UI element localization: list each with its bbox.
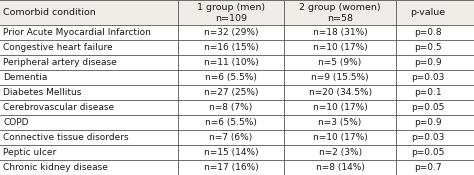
- Text: COPD: COPD: [3, 118, 29, 127]
- Text: p=0.9: p=0.9: [414, 58, 442, 67]
- Text: Prior Acute Myocardial Infarction: Prior Acute Myocardial Infarction: [3, 28, 151, 37]
- Text: p=0.5: p=0.5: [414, 43, 442, 52]
- Text: n=6 (5.5%): n=6 (5.5%): [205, 118, 257, 127]
- Text: p=0.9: p=0.9: [414, 118, 442, 127]
- Bar: [0, 100, 474, 115]
- Text: n=27 (25%): n=27 (25%): [204, 88, 258, 97]
- Text: 1 group (men)
n=109: 1 group (men) n=109: [197, 3, 265, 23]
- Text: 2 group (women)
n=58: 2 group (women) n=58: [299, 3, 381, 23]
- Text: n=8 (14%): n=8 (14%): [316, 163, 365, 172]
- Text: n=5 (9%): n=5 (9%): [319, 58, 362, 67]
- Bar: [0, 70, 474, 85]
- Text: p=0.8: p=0.8: [414, 28, 442, 37]
- Text: Comorbid condition: Comorbid condition: [3, 8, 96, 17]
- Text: n=20 (34.5%): n=20 (34.5%): [309, 88, 372, 97]
- Text: n=9 (15.5%): n=9 (15.5%): [311, 73, 369, 82]
- Bar: [0, 55, 474, 70]
- Bar: [0, 25, 474, 40]
- Text: n=2 (3%): n=2 (3%): [319, 148, 362, 157]
- Text: n=7 (6%): n=7 (6%): [210, 133, 253, 142]
- Text: p=0.03: p=0.03: [411, 73, 445, 82]
- Text: n=10 (17%): n=10 (17%): [313, 133, 367, 142]
- Bar: [0, 115, 474, 130]
- Bar: [0, 0, 474, 25]
- Text: Diabetes Mellitus: Diabetes Mellitus: [3, 88, 82, 97]
- Text: Congestive heart failure: Congestive heart failure: [3, 43, 113, 52]
- Text: p-value: p-value: [410, 8, 446, 17]
- Text: p=0.05: p=0.05: [411, 148, 445, 157]
- Text: p=0.05: p=0.05: [411, 103, 445, 112]
- Text: p=0.7: p=0.7: [414, 163, 442, 172]
- Text: Chronic kidney disease: Chronic kidney disease: [3, 163, 108, 172]
- Text: Peripheral artery disease: Peripheral artery disease: [3, 58, 117, 67]
- Text: n=17 (16%): n=17 (16%): [204, 163, 258, 172]
- Text: n=3 (5%): n=3 (5%): [319, 118, 362, 127]
- Text: n=15 (14%): n=15 (14%): [204, 148, 258, 157]
- Text: Cerebrovascular disease: Cerebrovascular disease: [3, 103, 114, 112]
- Text: Connective tissue disorders: Connective tissue disorders: [3, 133, 129, 142]
- Bar: [0, 130, 474, 145]
- Bar: [0, 85, 474, 100]
- Text: n=8 (7%): n=8 (7%): [210, 103, 253, 112]
- Bar: [0, 145, 474, 160]
- Text: p=0.03: p=0.03: [411, 133, 445, 142]
- Text: n=11 (10%): n=11 (10%): [204, 58, 258, 67]
- Bar: [0, 40, 474, 55]
- Text: p=0.1: p=0.1: [414, 88, 442, 97]
- Text: Peptic ulcer: Peptic ulcer: [3, 148, 56, 157]
- Text: n=16 (15%): n=16 (15%): [204, 43, 258, 52]
- Text: n=6 (5.5%): n=6 (5.5%): [205, 73, 257, 82]
- Text: Dementia: Dementia: [3, 73, 48, 82]
- Text: n=32 (29%): n=32 (29%): [204, 28, 258, 37]
- Text: n=10 (17%): n=10 (17%): [313, 103, 367, 112]
- Text: n=18 (31%): n=18 (31%): [313, 28, 367, 37]
- Bar: [0, 160, 474, 175]
- Text: n=10 (17%): n=10 (17%): [313, 43, 367, 52]
